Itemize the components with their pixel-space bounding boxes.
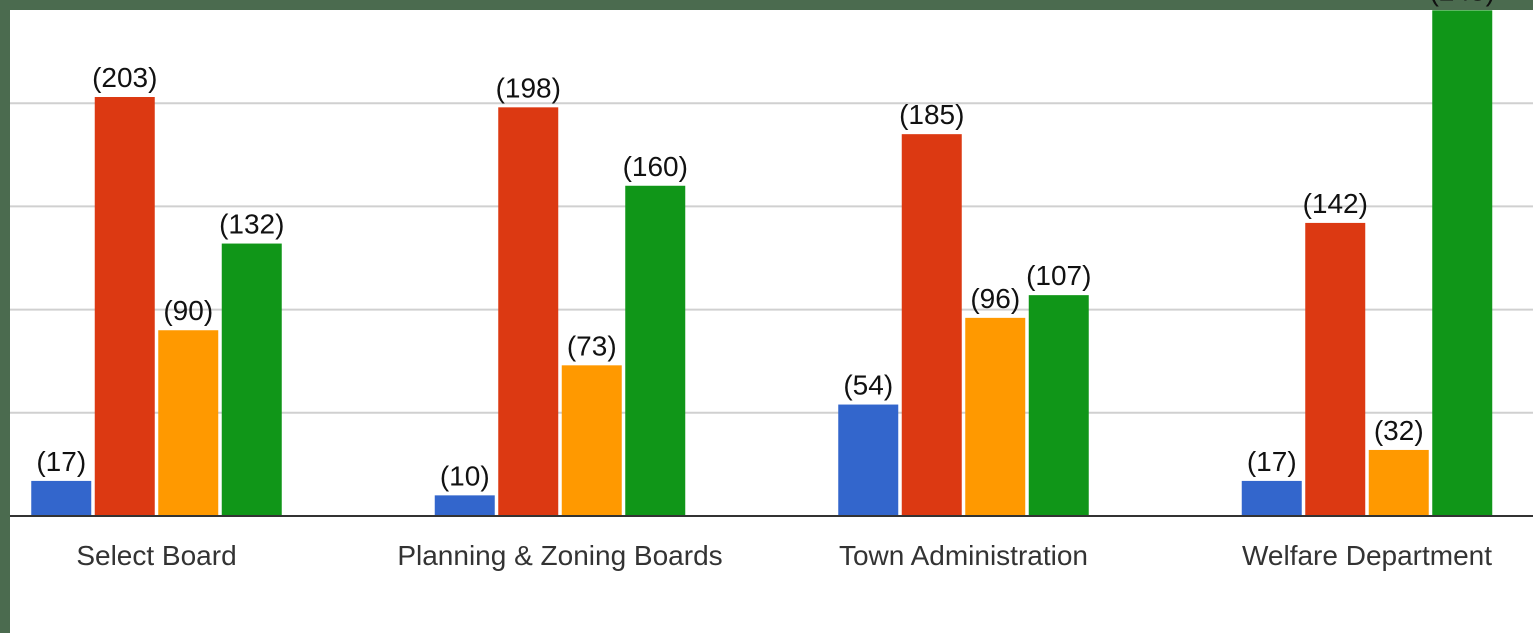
data-label: (142) xyxy=(1303,188,1368,219)
bar xyxy=(1305,222,1366,517)
data-label: (132) xyxy=(219,209,284,240)
data-label: (32) xyxy=(1374,415,1424,446)
data-label: (17) xyxy=(1247,446,1297,477)
data-label: (10) xyxy=(440,460,490,491)
bar xyxy=(1368,449,1429,516)
bar xyxy=(1241,480,1302,516)
data-label: (90) xyxy=(163,295,213,326)
bar xyxy=(434,495,495,516)
data-label: (17) xyxy=(36,446,86,477)
bar xyxy=(31,480,92,516)
data-label: (203) xyxy=(92,62,157,93)
data-label: (185) xyxy=(899,99,964,130)
data-label: (107) xyxy=(1026,260,1091,291)
bar xyxy=(838,404,899,516)
data-label: (198) xyxy=(496,72,561,103)
bar xyxy=(901,134,962,516)
x-tick-label: Welfare Department xyxy=(1241,540,1493,571)
data-label: (245) xyxy=(1430,0,1495,6)
bar xyxy=(94,97,155,517)
bar xyxy=(1432,10,1493,516)
data-label: (54) xyxy=(843,370,893,401)
bar xyxy=(498,107,559,516)
bar xyxy=(158,330,219,516)
x-tick-label: Town Administration xyxy=(838,540,1088,571)
x-tick-label: Select Board xyxy=(76,540,237,571)
data-label: (96) xyxy=(970,283,1020,314)
bar xyxy=(561,365,622,516)
bar xyxy=(965,317,1026,516)
data-label: (73) xyxy=(567,330,617,361)
data-label: (160) xyxy=(623,151,688,182)
bar xyxy=(625,185,686,516)
bar xyxy=(1028,295,1089,516)
bar xyxy=(221,243,282,516)
x-tick-label: Planning & Zoning Boards xyxy=(397,540,723,571)
